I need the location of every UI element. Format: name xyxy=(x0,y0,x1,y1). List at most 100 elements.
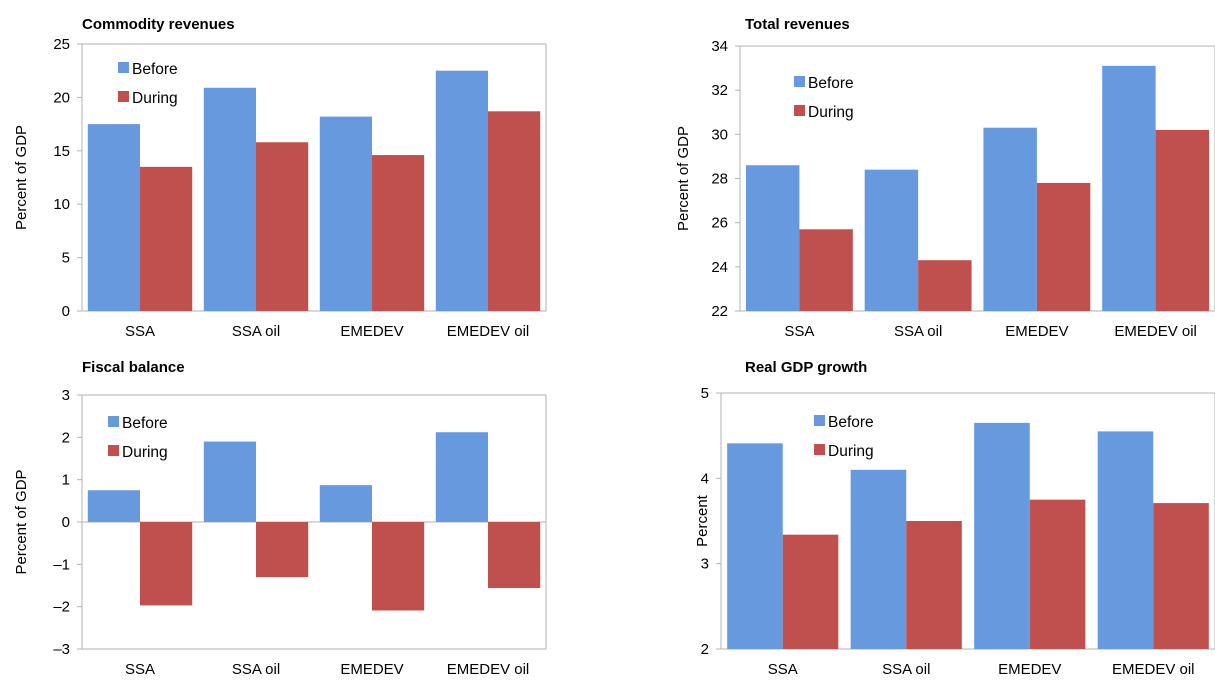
total-revenues-category-label: EMEDEV oil xyxy=(1114,323,1197,340)
fiscal-balance-bar-during xyxy=(488,522,541,589)
total-revenues-bar-during xyxy=(1155,129,1210,311)
commodity-revenues-bar-before xyxy=(435,70,488,311)
real-gdp-growth-legend-swatch-before xyxy=(814,415,825,426)
commodity-revenues-category-label: SSA oil xyxy=(232,323,280,340)
total-revenues-y-tick-label: 34 xyxy=(711,38,728,55)
commodity-revenues-y-tick-label: 25 xyxy=(53,36,70,53)
total-revenues-y-tick-label: 28 xyxy=(711,171,728,188)
fiscal-balance-bar-during xyxy=(256,522,309,578)
fiscal-balance-bar-before xyxy=(87,490,140,522)
real-gdp-growth-bar-before xyxy=(1097,431,1154,649)
fiscal-balance-y-tick-label: –3 xyxy=(53,641,70,658)
total-revenues-y-tick-label: 22 xyxy=(711,303,728,320)
real-gdp-growth-legend-swatch-during xyxy=(814,444,825,455)
commodity-revenues-y-tick-label: 5 xyxy=(62,250,70,267)
commodity-revenues-bar-during xyxy=(256,142,309,311)
total-revenues-legend-label-during: During xyxy=(808,104,854,121)
commodity-revenues-category-label: SSA xyxy=(125,323,155,340)
commodity-revenues-legend-swatch-during xyxy=(118,91,129,102)
real-gdp-growth-y-tick-label: 3 xyxy=(701,556,709,573)
real-gdp-growth-legend-label-during: During xyxy=(828,443,874,460)
total-revenues-title: Total revenues xyxy=(745,16,850,33)
commodity-revenues-y-tick-label: 10 xyxy=(53,196,70,213)
fiscal-balance-bar-before xyxy=(435,432,488,522)
total-revenues-bar-before xyxy=(1102,65,1156,311)
total-revenues-legend-swatch-before xyxy=(794,76,805,87)
chart-total-revenues: Total revenues Percent of GDP 22 24 26 28 30 32… xyxy=(675,16,1215,340)
commodity-revenues-plot-frame xyxy=(81,43,547,312)
chart-real-gdp-growth: Real GDP growth Percent 2 3 4 5 SSA SSA oil EMED… xyxy=(694,359,1215,678)
fiscal-balance-category-label: SSA xyxy=(125,661,155,678)
fiscal-balance-bar-during xyxy=(372,522,425,611)
commodity-revenues-category-label: EMEDEV xyxy=(340,323,403,340)
real-gdp-growth-category-label: SSA oil xyxy=(882,661,930,678)
real-gdp-growth-bar-during xyxy=(1029,499,1086,649)
real-gdp-growth-y-tick-label: 2 xyxy=(701,641,709,658)
fiscal-balance-bar-during xyxy=(140,522,193,606)
commodity-revenues-category-label: EMEDEV oil xyxy=(447,323,530,340)
fiscal-balance-legend-swatch-before xyxy=(108,416,119,427)
fiscal-balance-legend-label-before: Before xyxy=(122,415,168,432)
commodity-revenues-bar-before xyxy=(87,124,140,311)
commodity-revenues-bar-during xyxy=(372,155,425,311)
fiscal-balance-y-axis-label: Percent of GDP xyxy=(13,469,30,574)
total-revenues-y-tick-label: 26 xyxy=(711,215,728,232)
real-gdp-growth-bar-before xyxy=(974,422,1030,649)
real-gdp-growth-legend-label-before: Before xyxy=(828,414,874,431)
real-gdp-growth-bar-before xyxy=(850,469,907,649)
total-revenues-y-tick-label: 24 xyxy=(711,259,728,276)
fiscal-balance-bar-before xyxy=(319,485,372,522)
fiscal-balance-legend-swatch-during xyxy=(108,445,119,456)
total-revenues-legend-label-before: Before xyxy=(808,75,854,92)
commodity-revenues-y-tick-label: 0 xyxy=(62,303,70,320)
fiscal-balance-y-tick-label: 1 xyxy=(62,472,70,489)
total-revenues-category-label: SSA oil xyxy=(894,323,942,340)
chart-commodity-revenues: Commodity revenues Percent of GDP 0 5 10 15 20… xyxy=(13,16,547,340)
commodity-revenues-bar-before xyxy=(319,116,372,312)
commodity-revenues-y-tick-label: 20 xyxy=(53,89,70,106)
fiscal-balance-y-tick-label: –1 xyxy=(53,556,70,573)
fiscal-balance-bar-before xyxy=(203,441,256,522)
total-revenues-y-tick-label: 32 xyxy=(711,82,728,99)
real-gdp-growth-y-tick-label: 5 xyxy=(701,385,709,402)
real-gdp-growth-bar-during xyxy=(906,521,962,649)
commodity-revenues-bar-during xyxy=(140,166,193,311)
chart-fiscal-balance: Fiscal balance Percent of GDP –3 –2 –1 0 1 2 3 SS… xyxy=(13,359,547,678)
fiscal-balance-legend-label-during: During xyxy=(122,444,168,461)
fiscal-balance-category-label: EMEDEV oil xyxy=(447,661,530,678)
fiscal-balance-title: Fiscal balance xyxy=(82,359,185,376)
real-gdp-growth-bar-during xyxy=(782,534,839,649)
fiscal-balance-y-tick-label: 3 xyxy=(62,387,70,404)
commodity-revenues-bar-before xyxy=(203,87,256,312)
commodity-revenues-legend-label-during: During xyxy=(132,90,178,107)
real-gdp-growth-category-label: EMEDEV oil xyxy=(1112,661,1195,678)
real-gdp-growth-y-tick-label: 4 xyxy=(701,470,709,487)
fiscal-balance-category-label: SSA oil xyxy=(232,661,280,678)
commodity-revenues-legend-swatch-before xyxy=(118,62,129,73)
real-gdp-growth-bar-before xyxy=(727,443,783,649)
total-revenues-bar-before xyxy=(864,169,919,311)
total-revenues-category-label: SSA xyxy=(784,323,814,340)
real-gdp-growth-y-axis-label: Percent xyxy=(694,494,711,547)
commodity-revenues-legend-label-before: Before xyxy=(132,61,178,78)
total-revenues-legend-swatch-during xyxy=(794,105,805,116)
total-revenues-bar-before xyxy=(983,127,1037,311)
real-gdp-growth-plot-frame xyxy=(720,392,1215,650)
commodity-revenues-title: Commodity revenues xyxy=(82,16,235,33)
real-gdp-growth-title: Real GDP growth xyxy=(745,359,867,376)
real-gdp-growth-bar-during xyxy=(1153,503,1209,649)
commodity-revenues-bar-during xyxy=(488,111,541,311)
real-gdp-growth-category-label: SSA xyxy=(768,661,798,678)
commodity-revenues-y-axis-label: Percent of GDP xyxy=(13,125,30,230)
total-revenues-bar-during xyxy=(1036,182,1091,311)
total-revenues-category-label: EMEDEV xyxy=(1005,323,1068,340)
fiscal-balance-category-label: EMEDEV xyxy=(340,661,403,678)
total-revenues-bar-during xyxy=(799,229,853,311)
real-gdp-growth-category-label: EMEDEV xyxy=(998,661,1061,678)
total-revenues-y-tick-label: 30 xyxy=(711,126,728,143)
fiscal-balance-y-tick-label: 0 xyxy=(62,514,70,531)
fiscal-balance-y-tick-label: 2 xyxy=(62,429,70,446)
fiscal-balance-y-tick-label: –2 xyxy=(53,599,70,616)
total-revenues-y-axis-label: Percent of GDP xyxy=(675,126,692,231)
total-revenues-bar-before xyxy=(745,165,800,311)
